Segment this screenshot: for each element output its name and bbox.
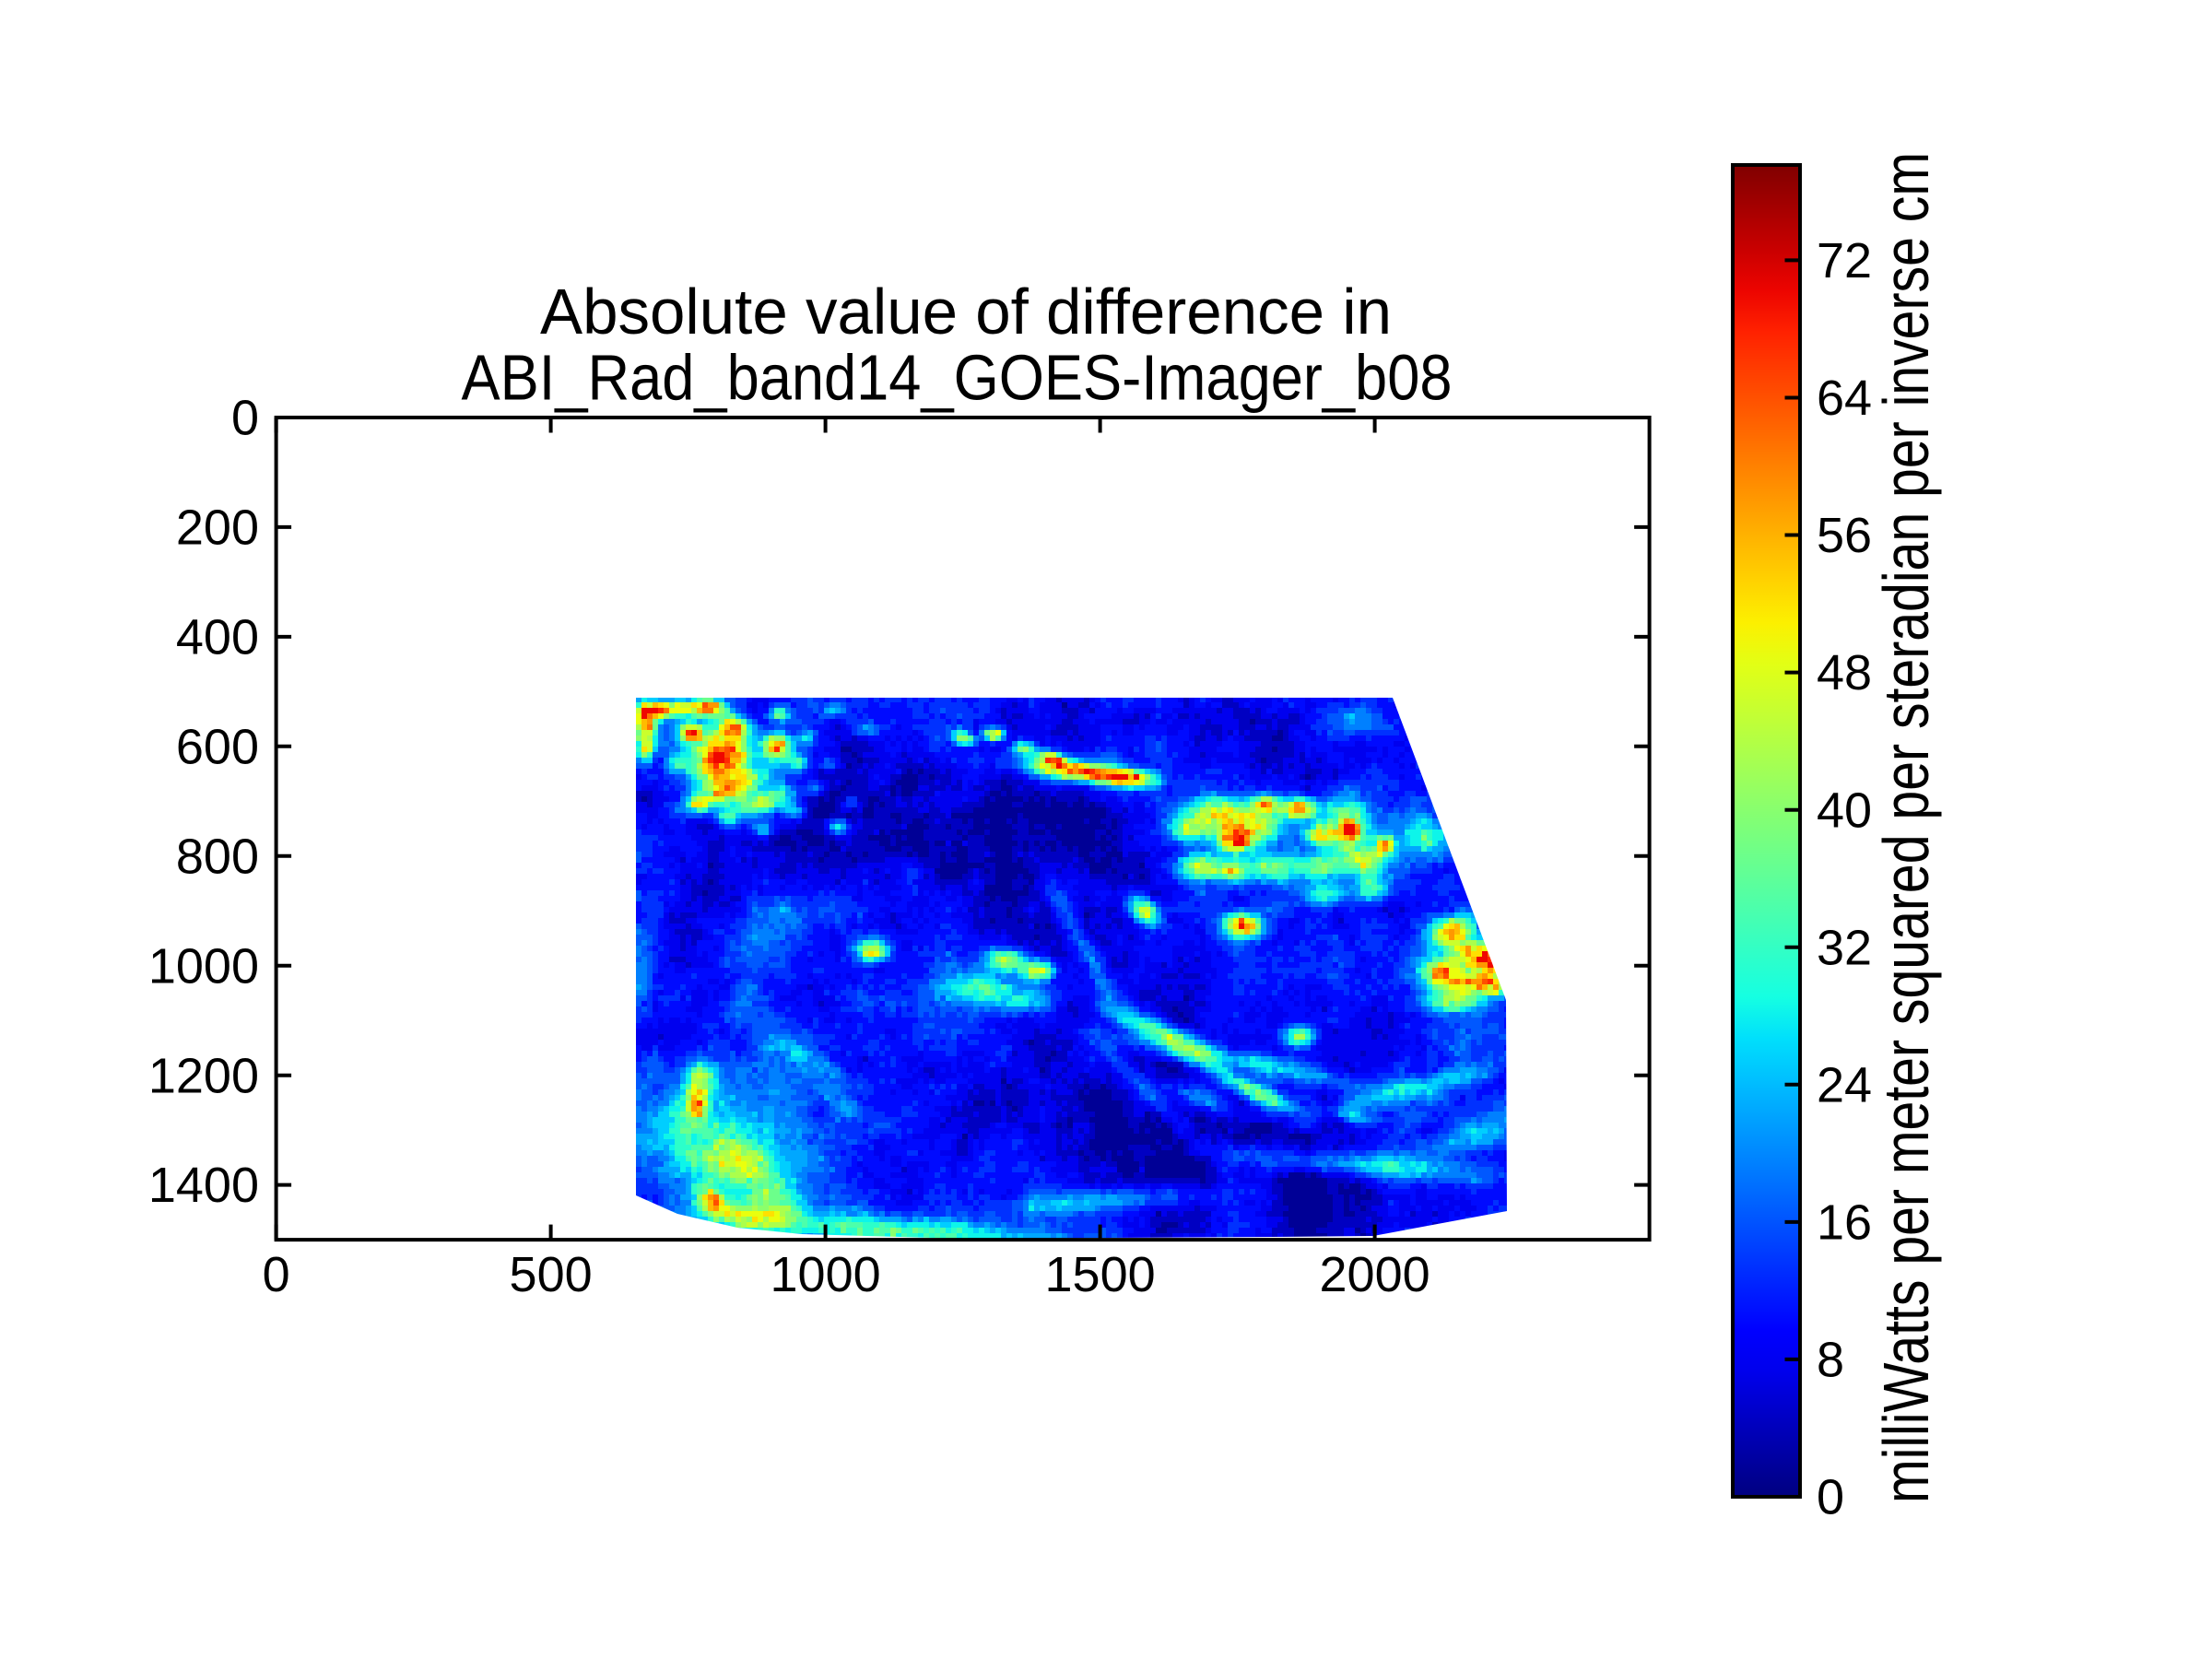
svg-text:800: 800 bbox=[176, 829, 259, 884]
svg-text:48: 48 bbox=[1817, 645, 1872, 700]
svg-text:200: 200 bbox=[176, 500, 259, 556]
svg-text:1000: 1000 bbox=[771, 1247, 881, 1302]
svg-text:ABI_Rad_band14_GOES-Imager_b08: ABI_Rad_band14_GOES-Imager_b08 bbox=[462, 342, 1453, 414]
svg-text:400: 400 bbox=[176, 610, 259, 665]
svg-text:40: 40 bbox=[1817, 782, 1872, 838]
svg-text:600: 600 bbox=[176, 719, 259, 774]
svg-text:0: 0 bbox=[231, 391, 259, 446]
svg-text:milliWatts per meter squared p: milliWatts per meter squared per steradi… bbox=[1870, 152, 1942, 1503]
svg-text:24: 24 bbox=[1817, 1057, 1872, 1112]
svg-text:16: 16 bbox=[1817, 1195, 1872, 1251]
svg-text:1200: 1200 bbox=[148, 1048, 259, 1103]
svg-text:1500: 1500 bbox=[1045, 1247, 1156, 1302]
svg-text:0: 0 bbox=[1817, 1470, 1844, 1525]
svg-text:32: 32 bbox=[1817, 920, 1872, 975]
svg-text:Absolute value of difference i: Absolute value of difference in bbox=[540, 276, 1392, 347]
svg-text:1400: 1400 bbox=[148, 1158, 259, 1213]
svg-text:0: 0 bbox=[263, 1247, 290, 1302]
svg-text:2000: 2000 bbox=[1320, 1247, 1430, 1302]
svg-text:72: 72 bbox=[1817, 233, 1872, 288]
svg-text:56: 56 bbox=[1817, 508, 1872, 563]
svg-text:64: 64 bbox=[1817, 371, 1872, 426]
svg-text:500: 500 bbox=[510, 1247, 593, 1302]
svg-text:8: 8 bbox=[1817, 1333, 1844, 1388]
svg-text:1000: 1000 bbox=[148, 938, 259, 994]
